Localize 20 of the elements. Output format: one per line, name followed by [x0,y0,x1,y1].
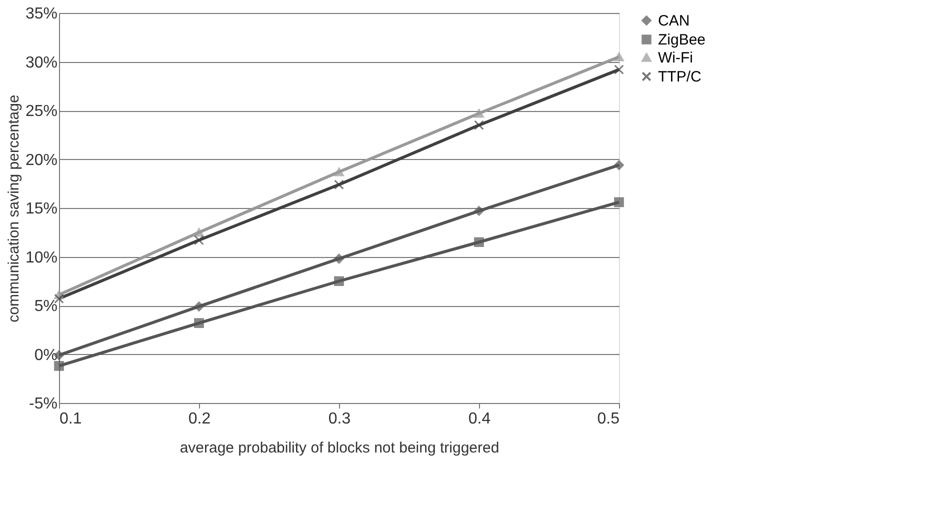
x-tick-label: 0.2 [188,410,211,428]
y-tick-label: 25% [25,103,58,120]
x-axis-title: average probability of blocks not being triggered [180,440,500,456]
y-tick-label: 20% [25,152,58,169]
legend-label: TTP/C [658,68,702,86]
y-tick-label: 35% [25,6,58,22]
y-tick-label: 15% [25,200,58,218]
x-tick-label: 0.3 [328,410,351,428]
legend-label: Wi-Fi [658,50,693,66]
legend-label: CAN [658,12,690,30]
y-axis-title: communication saving percentage [5,94,22,322]
x-tick-label: 0.1 [60,410,82,428]
y-tick-label: 10% [25,249,58,266]
legend-label: ZigBee [658,32,706,48]
x-tick-label: 0.4 [468,410,491,428]
y-tick-label: 30% [25,54,58,72]
y-tick-label: 0% [34,346,58,364]
y-tick-label: -5% [29,396,58,412]
y-tick-label: 5% [34,298,58,315]
x-tick-label: 0.5 [597,410,620,428]
